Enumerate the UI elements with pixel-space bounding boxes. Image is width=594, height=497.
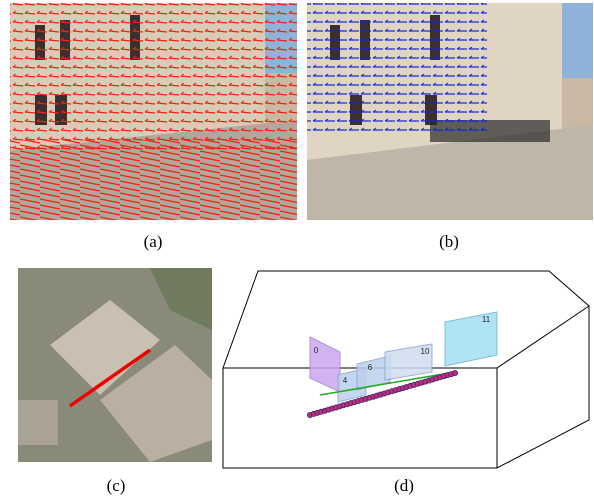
trajectory — [306, 369, 458, 418]
aerial-photo — [18, 268, 212, 462]
plane-label: 4 — [343, 376, 348, 385]
planes — [309, 311, 498, 403]
photo-b — [307, 3, 593, 220]
plane-label: 6 — [368, 363, 373, 372]
photo-a — [10, 3, 297, 220]
panel-label: (a) — [144, 232, 163, 251]
trajectory-point — [451, 369, 458, 376]
panel-label: (c) — [107, 476, 126, 495]
plane-label: 10 — [421, 347, 430, 356]
panel-label: (d) — [394, 476, 414, 495]
plane-label: 0 — [314, 346, 319, 355]
plane-label: 11 — [482, 315, 491, 324]
panel-label: (b) — [439, 232, 459, 251]
